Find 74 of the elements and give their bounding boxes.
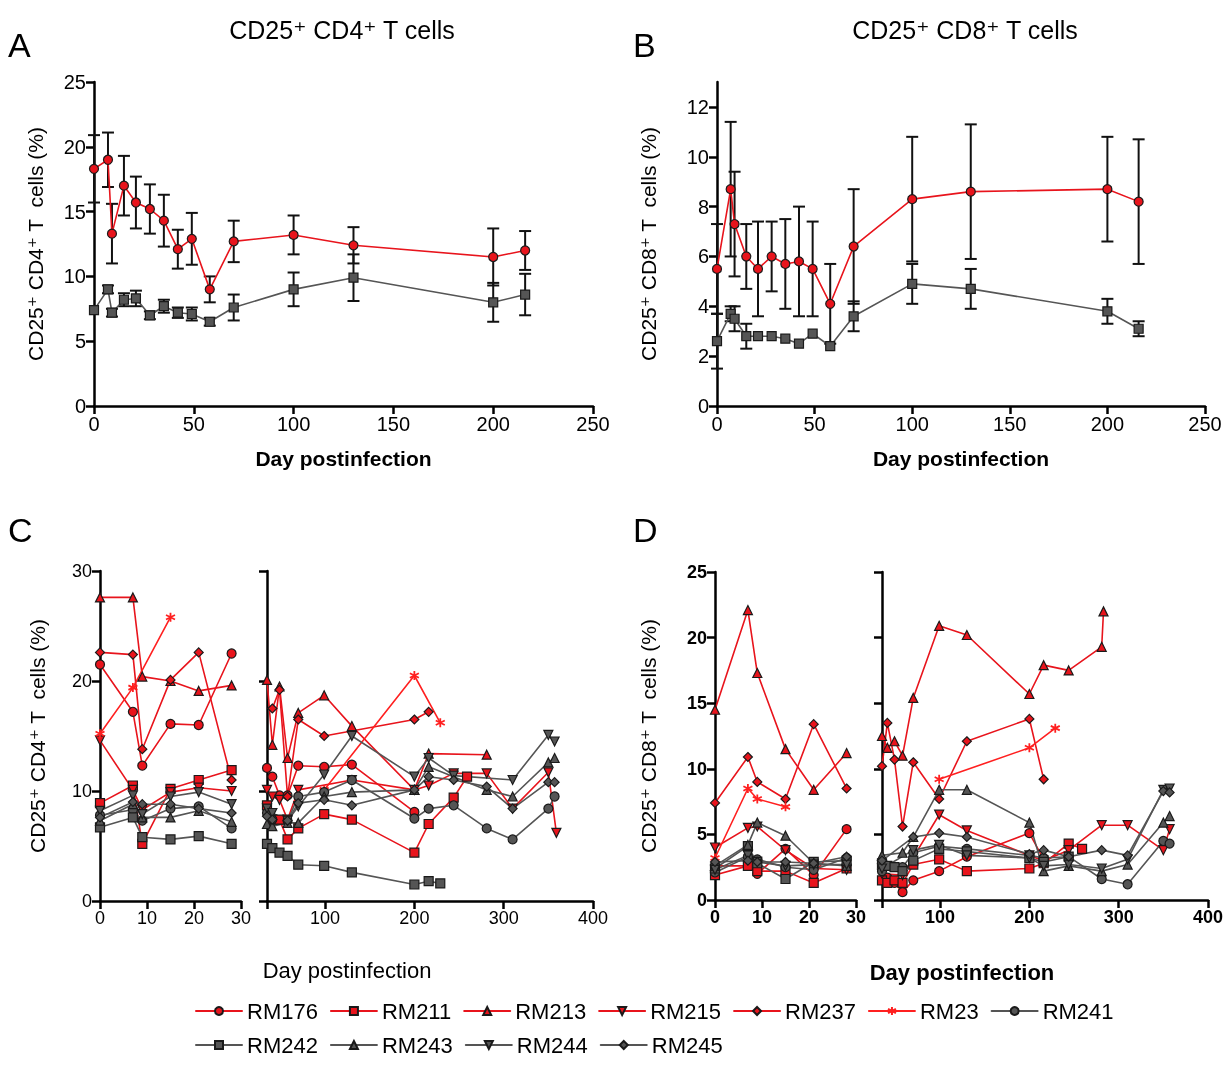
legend-label: RM211 <box>381 998 452 1024</box>
x-tick-label: 100 <box>925 907 956 927</box>
x-tick-label: 30 <box>845 907 867 927</box>
y-tick-label: 5 <box>74 330 86 353</box>
y-tick-label: 0 <box>74 395 86 417</box>
x-tick-label: 100 <box>310 908 341 928</box>
y-tick-label: 0 <box>697 395 709 417</box>
y-tick-label: 8 <box>697 195 709 218</box>
x-axis-title: Day postinfection <box>262 957 432 983</box>
y-axis-title: CD25⁺ CD8⁺ T cells (%) <box>637 619 660 853</box>
legend-label: RM213 <box>515 998 587 1024</box>
y-tick-label: 10 <box>63 265 86 288</box>
x-tick-label: 200 <box>399 908 430 928</box>
x-tick-label: 200 <box>1014 907 1045 927</box>
chart-title: CD25⁺ CD4⁺ T cells <box>229 15 455 44</box>
x-tick-label: 150 <box>993 413 1027 435</box>
x-tick-label: 400 <box>1192 907 1224 927</box>
legend-label: RM215 <box>650 998 722 1024</box>
y-tick-label: 20 <box>63 135 86 158</box>
x-tick-label: 200 <box>476 413 510 435</box>
x-tick-label: 10 <box>136 908 158 928</box>
x-tick-label: 250 <box>1188 413 1222 435</box>
y-tick-label: 20 <box>686 627 707 648</box>
y-tick-label: 15 <box>686 693 707 714</box>
y-tick-label: 0 <box>81 891 92 911</box>
text: A <box>8 26 31 64</box>
x-axis-title: Day postinfection <box>872 447 1050 470</box>
legend-label: RM243 <box>381 1032 453 1058</box>
y-tick-label: 25 <box>63 71 86 93</box>
x-tick-label: 30 <box>230 908 252 928</box>
legend-label: RM176 <box>247 998 318 1024</box>
y-tick-label: 2 <box>697 345 709 368</box>
x-axis-title: Day postinfection <box>869 959 1055 985</box>
x-tick-label: 50 <box>803 413 826 435</box>
x-tick-label: 20 <box>798 907 820 927</box>
text: C <box>8 511 33 549</box>
chart-title: CD25⁺ CD8⁺ T cells <box>852 15 1078 44</box>
legend-label: RM245 <box>651 1032 723 1058</box>
y-tick-label: 10 <box>686 145 709 168</box>
y-tick-label: 5 <box>696 824 707 845</box>
y-axis-title: CD25⁺ CD4⁺ T cells (%) <box>24 127 47 361</box>
x-tick-label: 0 <box>94 908 106 928</box>
y-tick-label: 4 <box>697 295 709 318</box>
y-tick-label: 25 <box>686 562 707 582</box>
x-tick-label: 20 <box>183 908 205 928</box>
x-tick-label: 10 <box>751 907 773 927</box>
y-tick-label: 6 <box>697 245 709 268</box>
x-tick-label: 100 <box>895 413 929 435</box>
legend-label: RM244 <box>516 1032 588 1058</box>
legend-label: RM241 <box>1042 998 1114 1024</box>
y-tick-label: 30 <box>71 561 92 581</box>
x-tick-label: 250 <box>576 413 610 435</box>
x-tick-label: 150 <box>376 413 411 435</box>
x-tick-label: 50 <box>182 413 205 435</box>
legend-label: RM242 <box>247 1032 318 1058</box>
y-tick-label: 10 <box>686 758 707 779</box>
y-tick-label: 15 <box>63 200 86 223</box>
y-axis-title: CD25⁺ CD8⁺ T cells (%) <box>637 127 660 361</box>
x-tick-label: 300 <box>488 908 519 928</box>
text: D <box>633 511 658 549</box>
y-tick-label: 12 <box>686 95 709 118</box>
x-tick-label: 100 <box>276 413 311 435</box>
x-tick-label: 400 <box>577 908 609 928</box>
y-tick-label: 20 <box>71 671 92 691</box>
legend-label: RM237 <box>785 998 856 1024</box>
x-tick-label: 200 <box>1090 413 1125 435</box>
y-tick-label: 10 <box>71 781 92 801</box>
text: B <box>633 26 656 64</box>
legend-label: RM23 <box>919 998 979 1024</box>
x-axis-title: Day postinfection <box>255 447 432 470</box>
x-tick-label: 300 <box>1103 907 1134 927</box>
y-axis-title: CD25⁺ CD4⁺ T cells (%) <box>26 619 49 853</box>
y-tick-label: 0 <box>696 890 707 910</box>
x-tick-label: 0 <box>711 413 723 435</box>
